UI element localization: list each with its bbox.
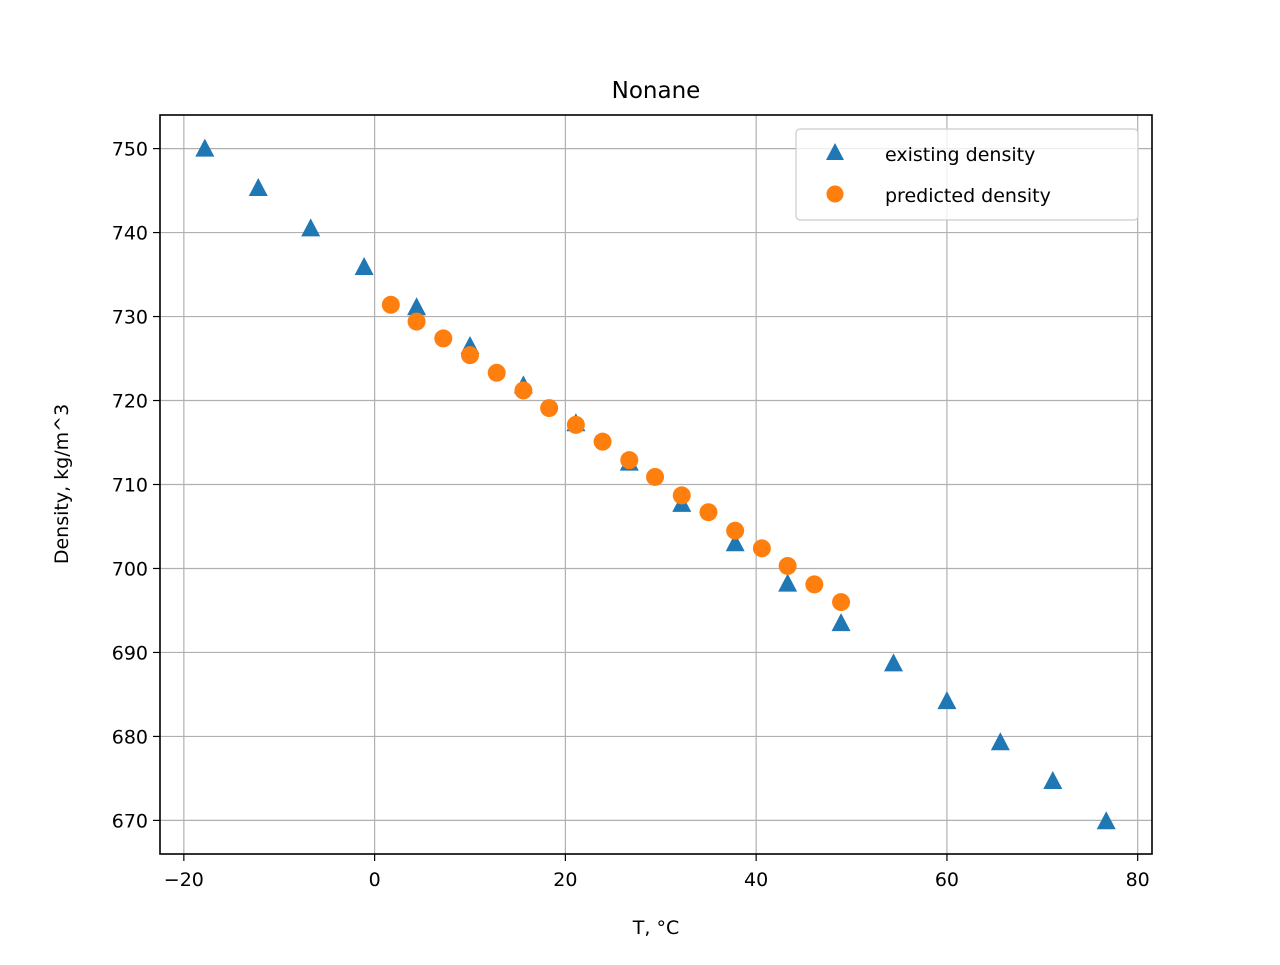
predicted-density-point: [752, 539, 771, 558]
y-tick-label: 710: [112, 475, 148, 497]
axes: −20 0 20 40 60 80 670 680 690 700 710 720 730 740 750: [112, 139, 1150, 891]
predicted-density-point: [540, 399, 559, 418]
x-axis-label: T, °C: [632, 917, 679, 939]
existing-density-point: [725, 533, 745, 552]
predicted-density-point: [566, 415, 585, 434]
existing-density-point: [1096, 811, 1116, 830]
legend-box: [795, 128, 1139, 221]
legend-marker-predicted-density: [826, 185, 844, 203]
predicted-density-point: [461, 346, 479, 365]
legend-label-predicted-density: predicted density: [885, 185, 1051, 207]
predicted-density-point: [646, 467, 665, 486]
predicted-density-point: [832, 593, 851, 612]
predicted-density-point: [620, 451, 639, 470]
y-tick-label: 690: [112, 642, 148, 664]
predicted-density-point: [487, 363, 506, 382]
existing-density-point: [831, 613, 851, 632]
predicted-density-point: [672, 486, 691, 505]
chart-title: Nonane: [612, 78, 701, 104]
existing-density-point: [248, 178, 268, 197]
existing-density-point: [884, 653, 904, 672]
y-tick-label: 730: [112, 307, 148, 329]
legend: existing density predicted density: [795, 128, 1139, 221]
y-tick-label: 670: [112, 810, 148, 832]
x-tick-label: 60: [935, 869, 959, 891]
existing-density-point: [407, 297, 427, 316]
legend-marker-existing-density: [826, 143, 844, 160]
x-tick-label: −20: [164, 869, 204, 891]
y-tick-label: 700: [112, 558, 148, 580]
existing-density-point: [990, 732, 1010, 751]
existing-density-point: [1043, 770, 1063, 789]
y-tick-label: 720: [112, 391, 148, 413]
y-axis-label: Density, kg/m^3: [51, 404, 73, 564]
existing-density-point: [937, 691, 957, 710]
existing-density-point: [354, 256, 374, 275]
predicted-density-point: [434, 329, 453, 348]
legend-label-existing-density: existing density: [885, 144, 1035, 166]
predicted-density-point: [593, 432, 612, 451]
predicted-density-point: [726, 521, 745, 540]
x-tick-label: 40: [744, 869, 768, 891]
existing-density-point: [301, 218, 321, 237]
x-tick-label: 0: [369, 869, 381, 891]
data-points: [195, 138, 1116, 830]
x-tick-label: 20: [553, 869, 577, 891]
predicted-density-point: [778, 556, 797, 575]
predicted-density-point: [699, 503, 718, 522]
existing-density-point: [195, 138, 215, 157]
predicted-density-point: [407, 312, 426, 331]
existing-density-point: [778, 573, 798, 592]
y-tick-label: 680: [112, 726, 148, 748]
x-tick-label: 80: [1126, 869, 1150, 891]
grid-lines: [160, 115, 1152, 854]
predicted-density-point: [805, 575, 824, 594]
y-tick-label: 740: [112, 223, 148, 245]
predicted-density-point: [514, 381, 533, 400]
y-tick-label: 750: [112, 139, 148, 161]
predicted-density-point: [381, 295, 400, 314]
